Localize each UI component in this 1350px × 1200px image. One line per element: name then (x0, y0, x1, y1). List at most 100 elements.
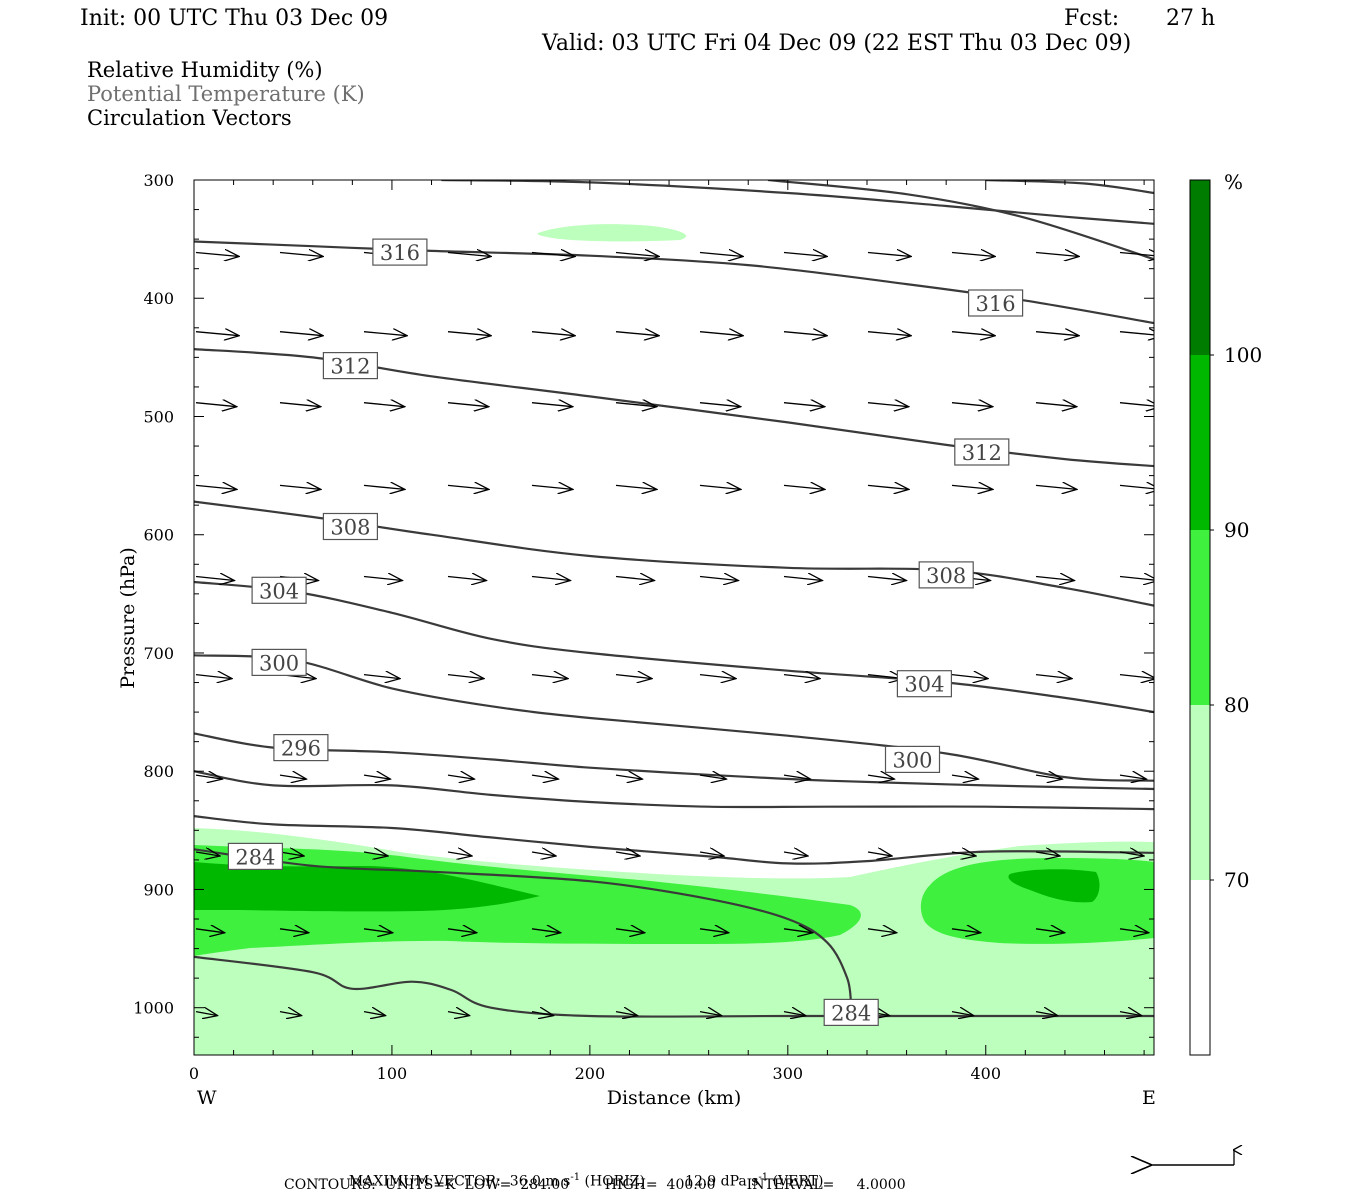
circulation-vector (447, 332, 491, 336)
circulation-vector (1119, 929, 1149, 933)
circulation-vector (867, 253, 911, 257)
circulation-vector (195, 852, 220, 856)
circulation-vector (279, 403, 321, 407)
y-tick-label: 300 (143, 171, 174, 190)
circulation-vector (363, 675, 400, 679)
legend-rh: Relative Humidity (%) (87, 58, 323, 82)
circulation-vector (447, 485, 489, 489)
circulation-vector (195, 577, 234, 581)
init-time: Init: 00 UTC Thu 03 Dec 09 (80, 6, 389, 31)
circulation-vector (699, 775, 726, 779)
colorbar-segment (1190, 180, 1210, 355)
y-tick-label: 600 (143, 526, 174, 545)
circulation-vector (699, 577, 738, 581)
valid-time: Valid: 03 UTC Fri 04 Dec 09 (22 EST Thu … (542, 31, 1132, 56)
circulation-vector (279, 852, 304, 856)
circulation-vector (783, 332, 827, 336)
rh-fill-layer (194, 224, 1154, 1055)
circulation-vector (867, 929, 897, 933)
circulation-vector (279, 775, 306, 779)
circulation-vector (363, 577, 402, 581)
circulation-vector (951, 675, 988, 679)
colorbar-level-label: 90 (1224, 518, 1249, 542)
contour-label-text: 284 (235, 845, 275, 869)
circulation-vector (783, 485, 825, 489)
circulation-vector (1035, 1012, 1058, 1016)
contour-label-308: 308 (918, 561, 974, 589)
circulation-vector (447, 403, 489, 407)
contour-label-text: 304 (259, 579, 299, 603)
circulation-vector (615, 332, 659, 336)
circulation-vector (531, 852, 556, 856)
circulation-vector (615, 253, 659, 257)
contour-label-text: 284 (831, 1001, 871, 1025)
circulation-vector (447, 1012, 470, 1016)
circulation-vector (615, 403, 657, 407)
circulation-vector (615, 1012, 638, 1016)
circulation-vector (363, 332, 407, 336)
circulation-vector (1119, 403, 1154, 407)
theta-contour-unlabeled-9 (194, 770, 1154, 811)
colorbar-segment (1190, 530, 1210, 705)
forecast-label: Fcst: (1064, 6, 1120, 31)
contour-label-316: 316 (372, 238, 428, 266)
rh-fill-80-90-upper (537, 224, 686, 242)
circulation-vector (1035, 332, 1079, 336)
circulation-vector (699, 253, 743, 257)
contour-label-316: 316 (967, 289, 1024, 317)
y-axis-label: Pressure (hPa) (117, 547, 139, 689)
circulation-vector (1119, 852, 1144, 856)
circulation-vector (1035, 403, 1077, 407)
theta-contour-unlabeled-1 (441, 180, 1154, 225)
circulation-vector (783, 253, 827, 257)
circulation-vector (699, 852, 724, 856)
circulation-vector (1119, 775, 1146, 779)
circulation-vector (867, 577, 906, 581)
circulation-vector (615, 929, 645, 933)
circulation-vector (447, 775, 474, 779)
forecast-hour: 27 h (1166, 6, 1216, 31)
max-vector-line: MAXIMUM VECTOR: 36.0 m s-1 (HORIZ) 12.9 … (340, 1159, 824, 1190)
circulation-vector (951, 403, 993, 407)
circulation-vector (195, 775, 222, 779)
circulation-vector (867, 485, 909, 489)
contour-label-312: 312 (954, 438, 1010, 466)
circulation-vector (615, 485, 657, 489)
reference-vector (1152, 1150, 1234, 1165)
circulation-vector (195, 929, 225, 933)
y-tick-label: 800 (143, 762, 174, 781)
circulation-vector (531, 577, 570, 581)
x-tick-label: 200 (575, 1064, 606, 1083)
circulation-vector (363, 852, 388, 856)
circulation-vector (279, 485, 321, 489)
colorbar-segment (1190, 880, 1210, 1055)
legend-theta: Potential Temperature (K) (87, 82, 365, 106)
theta-contour-304 (194, 580, 1154, 714)
circulation-vector (951, 332, 995, 336)
circulation-vector (195, 485, 237, 489)
circulation-vector (699, 403, 741, 407)
circulation-vector (195, 675, 232, 679)
y-tick-label: 700 (143, 644, 174, 663)
horiz-max-value: 36.0 m s (509, 1173, 571, 1190)
contour-label-text: 316 (976, 292, 1016, 316)
contour-label-text: 296 (281, 737, 321, 761)
circulation-vector (615, 775, 642, 779)
circulation-vector (951, 929, 981, 933)
circulation-vector (279, 253, 323, 257)
theta-contour-unlabeled-10 (194, 815, 1154, 865)
theta-contour-300 (194, 654, 1154, 782)
circulation-vector (195, 1012, 218, 1016)
colorbar-unit: % (1224, 170, 1243, 194)
colorbar-segment (1190, 355, 1210, 530)
circulation-vector (279, 929, 309, 933)
contour-label-text: 316 (380, 241, 420, 265)
circulation-vector (279, 1012, 302, 1016)
contour-label-300: 300 (251, 648, 307, 677)
vert-tag: (VERT) (772, 1173, 824, 1190)
circulation-vector (1119, 1012, 1142, 1016)
circulation-vector (531, 675, 568, 679)
vert-exponent: -1 (758, 1172, 769, 1183)
circulation-vector (699, 1012, 722, 1016)
circulation-vector (531, 403, 573, 407)
